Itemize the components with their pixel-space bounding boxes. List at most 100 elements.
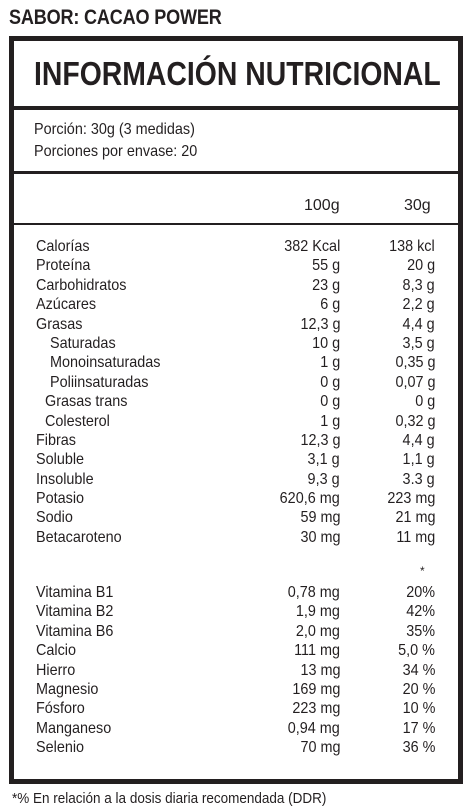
value-per-100g: 6 g [319,296,340,314]
value-per-100g: 10 g [311,334,340,352]
value-per-100g: 23 g [311,276,340,294]
value-per-100g: 9,3 g [307,470,340,488]
header-divider [14,223,458,225]
value-per-100g: 0 g [319,373,340,391]
row-label: Soluble [36,451,85,469]
vitamin-row: Calcio 111 mg 5,0 % [14,641,458,660]
vitamin-row: Vitamina B6 2,0 mg 35% [14,622,458,641]
vitamin-row: Vitamina B2 1,9 mg 42% [14,602,458,621]
value-per-100g: 111 mg [294,642,340,660]
value-per-100g: 0,94 mg [287,719,340,737]
value-per-30g: 20% [406,584,435,601]
value-per-100g: 1 g [319,412,340,430]
vitamin-row: Hierro 13 mg 34 % [14,661,458,680]
nutrient-row: Grasas trans 0 g 0 g [14,392,458,411]
row-label: Vitamina B2 [36,603,114,621]
value-per-30g: 2,2 g [402,296,435,314]
vitamin-row: Fósforo 223 mg 10 % [14,699,458,718]
row-label: Carbohidratos [36,276,127,294]
serving-size: Porción: 30g (3 medidas) [34,121,195,138]
value-per-30g: 4,4 g [402,431,435,449]
row-label: Betacaroteno [36,528,122,546]
row-label: Hierro [36,661,76,679]
nutrient-row: Grasas 12,3 g 4,4 g [14,315,458,334]
row-label: Potasio [36,490,85,508]
row-label: Azúcares [36,296,97,314]
row-label: Calorías [36,238,90,255]
value-per-100g: 12,3 g [299,431,340,449]
value-per-30g: 20 g [406,257,435,275]
nutrient-row: Potasio 620,6 mg 223 mg [14,489,458,508]
value-per-30g: 20 % [402,680,435,698]
vitamin-table: Vitamina B1 0,78 mg 20% Vitamina B2 1,9 mg 42… [14,583,458,758]
value-per-100g: 169 mg [291,680,340,698]
nutrient-row: Carbohidratos 23 g 8,3 g [14,276,458,295]
vitamin-row: Magnesio 169 mg 20 % [14,680,458,699]
value-per-100g: 3,1 g [307,451,340,469]
value-per-30g: 0,07 g [394,373,435,391]
value-per-100g: 223 mg [291,700,340,718]
row-label: Poliinsaturadas [50,373,149,391]
value-per-30g: 11 mg [396,528,435,546]
row-label: Colesterol [45,412,110,430]
nutrient-row: Poliinsaturadas 0 g 0,07 g [14,373,458,392]
row-label: Fósforo [36,700,85,718]
nutrition-facts-panel: INFORMACIÓN NUTRICIONAL Porción: 30g (3 … [9,36,463,784]
value-per-100g: 1,9 mg [295,603,340,621]
value-per-100g: 13 mg [299,661,340,679]
value-per-30g: 3.3 g [402,470,435,488]
servings-per-container: Porciones por envase: 20 [34,143,198,160]
row-label: Vitamina B1 [36,584,114,601]
value-per-30g: 35% [406,622,435,640]
column-header-100g: 100g [304,197,340,214]
vitamin-row: Selenio 70 mg 36 % [14,738,458,757]
value-per-30g: 21 mg [394,509,435,527]
title-divider [14,106,458,110]
ddr-footnote: *% En relación a la dosis diaria recomen… [12,790,327,807]
value-per-30g: 4,4 g [402,315,435,333]
value-per-30g: 3,5 g [402,334,435,352]
value-per-100g: 620,6 mg [279,490,340,508]
row-label: Monoinsaturadas [50,354,161,372]
value-per-30g: 1,1 g [402,451,435,469]
row-label: Insoluble [36,470,94,488]
value-per-100g: 0 g [319,393,340,411]
value-per-100g: 70 mg [299,739,340,757]
nutrient-row: Saturadas 10 g 3,5 g [14,334,458,353]
nutrient-row: Calorías 382 Kcal 138 kcl [14,237,458,256]
value-per-30g: 0,35 g [394,354,435,372]
nutrient-row: Insoluble 9,3 g 3.3 g [14,470,458,489]
nutrient-row: Azúcares 6 g 2,2 g [14,295,458,314]
row-label: Selenio [36,739,85,757]
vitamin-row: Manganeso 0,94 mg 17 % [14,719,458,738]
value-per-30g: 36 % [402,739,435,757]
value-per-30g: 223 mg [386,490,435,508]
value-per-100g: 1 g [319,354,340,372]
vitamin-row: Vitamina B1 0,78 mg 20% [14,583,458,602]
nutrient-row: Fibras 12,3 g 4,4 g [14,431,458,450]
nutrient-row: Monoinsaturadas 1 g 0,35 g [14,353,458,372]
row-label: Magnesio [36,680,99,698]
ddr-asterisk: * [420,564,425,578]
value-per-100g: 59 mg [299,509,340,527]
value-per-100g: 30 mg [299,528,340,546]
value-per-100g: 2,0 mg [295,622,340,640]
value-per-100g: 382 Kcal [283,238,340,255]
value-per-30g: 138 kcl [389,238,435,255]
value-per-30g: 5,0 % [398,642,435,660]
serving-divider [14,171,458,174]
nutrient-row: Soluble 3,1 g 1,1 g [14,450,458,469]
row-label: Sodio [36,509,73,527]
value-per-30g: 0 g [414,393,435,411]
value-per-30g: 17 % [402,719,435,737]
value-per-100g: 0,78 mg [287,584,340,601]
nutrient-row: Colesterol 1 g 0,32 g [14,412,458,431]
value-per-100g: 12,3 g [299,315,340,333]
row-label: Vitamina B6 [36,622,114,640]
row-label: Saturadas [50,334,116,352]
nutrient-row: Sodio 59 mg 21 mg [14,508,458,527]
value-per-30g: 0,32 g [394,412,435,430]
column-header-30g: 30g [404,197,431,214]
value-per-30g: 34 % [402,661,435,679]
